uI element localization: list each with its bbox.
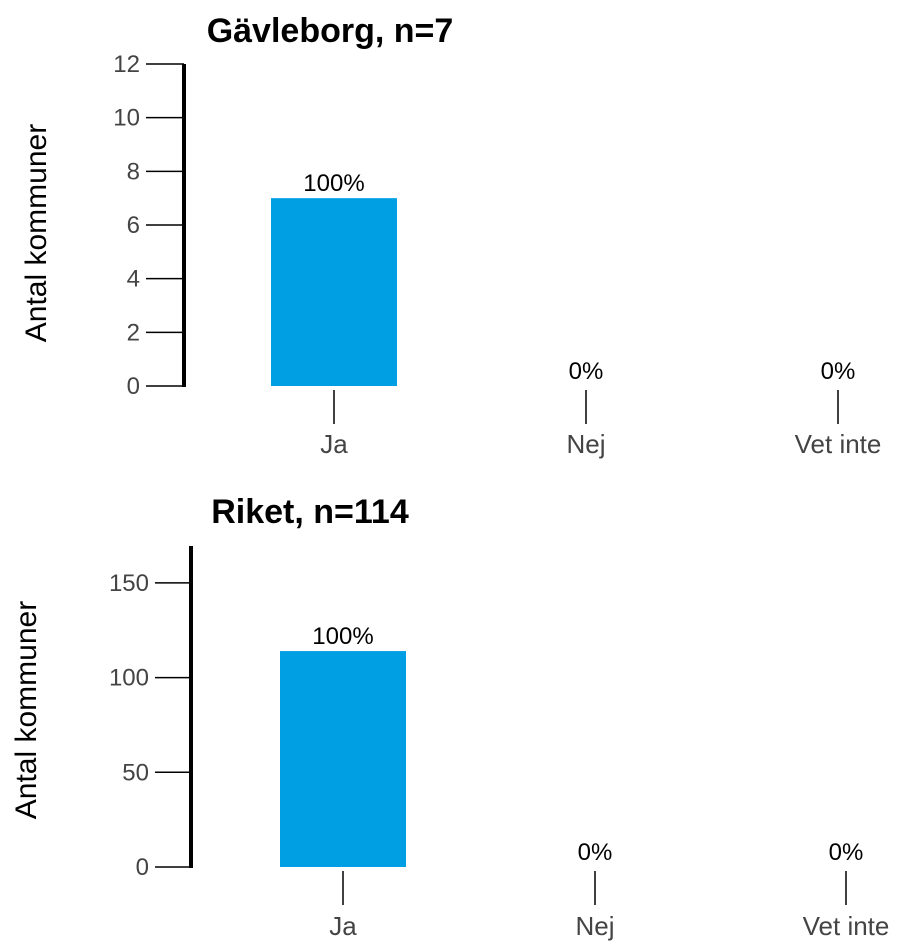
y-tick-label: 50 (122, 759, 149, 786)
y-tick-label: 0 (136, 854, 149, 881)
x-tick-label: Vet inte (803, 911, 890, 941)
x-tick-label: Nej (566, 429, 605, 459)
data-label: 100% (312, 623, 373, 650)
data-label: 0% (829, 839, 864, 866)
bar-ja (280, 651, 406, 867)
y-tick-label: 2 (127, 319, 140, 346)
x-tick-label: Ja (320, 429, 348, 459)
y-tick-label: 8 (127, 158, 140, 185)
y-axis-label: Antal kommuner (20, 124, 53, 342)
y-tick-label: 4 (127, 266, 140, 293)
y-axis-label: Antal kommuner (10, 601, 43, 819)
chart-panel-1: Riket, n=114 Antal kommuner 0 50 100 150 100% J… (10, 493, 889, 941)
data-label: 0% (569, 358, 604, 385)
x-tick-label: Nej (575, 911, 614, 941)
chart-title: Gävleborg, n=7 (207, 12, 454, 50)
data-label: 0% (821, 358, 856, 385)
y-tick-label: 12 (113, 51, 140, 78)
y-tick-label: 6 (127, 212, 140, 239)
y-tick-label: 0 (127, 373, 140, 400)
chart-panel-0: Gävleborg, n=7 Antal kommuner 0 2 4 6 8 10 12 100… (20, 12, 881, 459)
x-tick-label: Vet inte (795, 429, 882, 459)
bar-ja (271, 198, 397, 386)
y-tick-label: 10 (113, 105, 140, 132)
chart-title: Riket, n=114 (211, 493, 409, 531)
y-tick-label: 100 (109, 665, 149, 692)
x-tick-label: Ja (329, 911, 357, 941)
y-tick-label: 150 (109, 570, 149, 597)
data-label: 100% (303, 170, 364, 197)
data-label: 0% (578, 839, 613, 866)
